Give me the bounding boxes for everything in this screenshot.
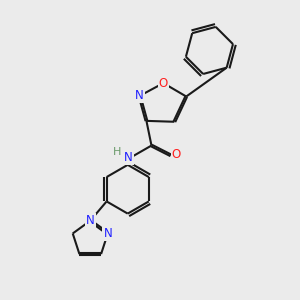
Text: N: N	[135, 89, 144, 102]
Text: O: O	[159, 76, 168, 90]
Text: N: N	[124, 151, 133, 164]
Text: O: O	[172, 148, 181, 161]
Text: N: N	[103, 227, 112, 240]
Text: N: N	[86, 214, 94, 227]
Text: H: H	[112, 147, 121, 157]
